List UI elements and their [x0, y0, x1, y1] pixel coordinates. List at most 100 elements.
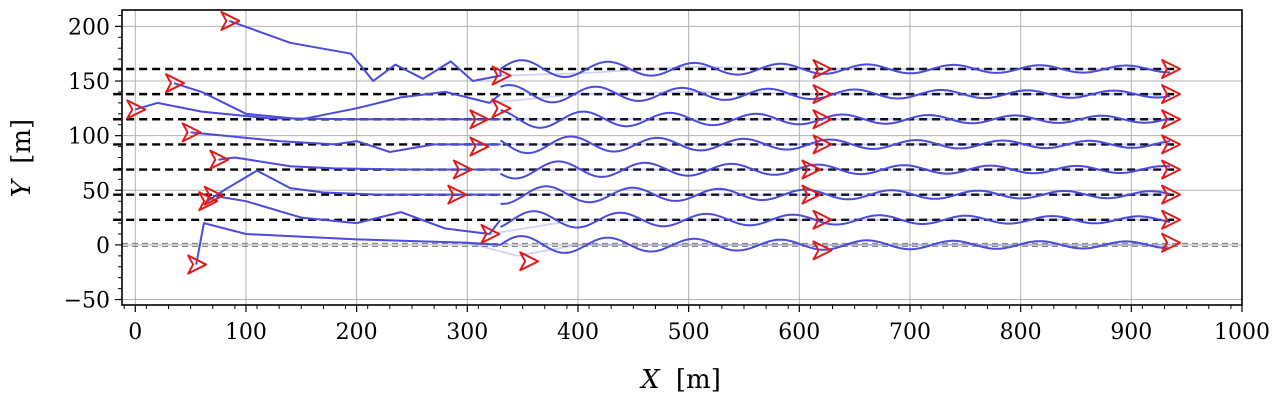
x-tick-label: 1000 — [1214, 320, 1270, 345]
heading-marker — [812, 134, 833, 155]
marker-arrow — [801, 184, 822, 205]
marker-arrow — [165, 73, 186, 94]
heading-marker — [198, 191, 219, 212]
trajectory-path — [500, 210, 1171, 229]
heading-marker — [469, 136, 490, 157]
trajectory-approach — [212, 194, 502, 235]
trajectory-approach — [190, 131, 501, 153]
trajectory-approach — [173, 82, 502, 121]
trajectory-path-base — [229, 20, 1171, 82]
x-tick-label: 100 — [225, 320, 267, 345]
marker-arrow — [812, 84, 833, 105]
grid — [122, 10, 1243, 305]
heading-marker — [812, 59, 833, 79]
heading-marker — [812, 209, 833, 230]
marker-arrow — [1161, 159, 1182, 180]
heading-marker — [469, 109, 490, 130]
heading-marker — [126, 99, 147, 120]
heading-marker — [187, 254, 208, 275]
marker-arrow — [519, 251, 540, 272]
trajectory-approach — [135, 101, 501, 121]
x-axis-variable: X — [639, 365, 661, 395]
heading-marker — [812, 109, 833, 130]
x-tick-label: 300 — [446, 320, 488, 345]
trajectory-approach — [195, 222, 501, 265]
x-tick-label: 500 — [668, 320, 710, 345]
marker-arrow — [220, 10, 241, 31]
marker-arrow — [203, 185, 224, 206]
trajectory-path — [499, 135, 1171, 155]
x-tick-label: 200 — [336, 320, 378, 345]
x-tick-label: 400 — [557, 320, 599, 345]
heading-marker — [801, 184, 822, 205]
heading-marker — [812, 84, 833, 105]
heading-marker — [1161, 134, 1182, 155]
y-axis-variable: Y — [7, 177, 37, 197]
trajectory-path — [500, 185, 1171, 205]
y-tick-label: −50 — [64, 289, 110, 314]
marker-arrow — [812, 109, 833, 130]
y-tick-label: 150 — [68, 70, 110, 95]
heading-marker — [480, 223, 501, 244]
trajectory-series — [135, 19, 1171, 265]
marker-arrow — [447, 184, 468, 205]
x-tick-label: 900 — [1110, 320, 1152, 345]
marker-arrow — [812, 134, 833, 155]
y-axis-unit: [m] — [7, 119, 37, 164]
plot-frame — [121, 9, 1243, 306]
marker-arrow — [452, 159, 473, 180]
trajectory-path-base — [218, 156, 1171, 171]
marker-arrow — [480, 223, 501, 244]
x-tick-label: 600 — [778, 320, 820, 345]
heading-marker — [1161, 184, 1182, 205]
y-tick-label: 100 — [68, 125, 110, 150]
trajectory-path — [499, 59, 1171, 78]
heading-marker — [491, 65, 512, 86]
marker-arrow — [1161, 232, 1182, 253]
trajectory-approach — [218, 156, 501, 171]
heading-marker — [220, 10, 241, 31]
marker-arrow — [187, 254, 208, 275]
marker-arrow — [198, 191, 219, 212]
trajectory-path — [500, 109, 1171, 129]
marker-arrow — [1161, 209, 1182, 230]
trajectory-approach — [206, 169, 501, 203]
heading-marker — [491, 98, 512, 119]
heading-marker — [1161, 109, 1182, 130]
y-tick-label: 50 — [82, 179, 110, 204]
heading-marker — [519, 251, 540, 272]
marker-arrow — [1161, 84, 1182, 105]
heading-marker — [209, 149, 230, 170]
x-axis-label: X [m] — [639, 365, 721, 395]
trajectory-approach — [229, 19, 502, 82]
trajectory-path — [499, 235, 1171, 254]
heading-marker — [1161, 84, 1182, 105]
marker-arrow — [126, 99, 147, 120]
heading-marker — [447, 184, 468, 205]
x-tick-label: 0 — [128, 320, 142, 345]
marker-arrow — [1161, 134, 1182, 155]
y-tick-label: 200 — [68, 15, 110, 40]
marker-arrow — [491, 65, 512, 86]
y-axis-label: Y [m] — [7, 119, 37, 197]
heading-marker — [203, 185, 224, 206]
heading-marker — [1161, 59, 1182, 79]
trajectory-path — [500, 83, 1171, 104]
marker-arrow — [1161, 109, 1182, 130]
heading-marker — [1161, 232, 1182, 253]
heading-markers — [126, 10, 1182, 275]
marker-arrow — [801, 159, 822, 180]
y-axis-ticks: −50 0 50 100 150 200 — [64, 14, 122, 314]
marker-arrow — [469, 136, 490, 157]
marker-arrow — [812, 209, 833, 230]
y-tick-label: 0 — [96, 234, 110, 259]
marker-arrow — [1161, 59, 1182, 79]
marker-arrow — [181, 122, 202, 143]
marker-arrow — [491, 98, 512, 119]
heading-marker — [1161, 159, 1182, 180]
x-axis-ticks: 0 100 200 300 400 500 600 700 800 900 1000 — [123, 305, 1270, 345]
trajectory-path — [499, 160, 1171, 180]
marker-arrow — [812, 240, 833, 261]
heading-marker — [165, 73, 186, 94]
